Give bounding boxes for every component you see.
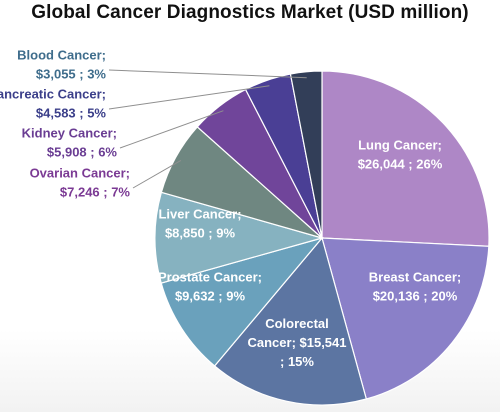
leader-line-kidney-cancer: [119, 110, 224, 149]
leader-line-blood-cancer: [108, 69, 307, 79]
slice-label-blood-cancer: Blood Cancer; $3,055 ; 3%: [17, 48, 106, 82]
slice-label-kidney-cancer: Kidney Cancer; $5,908 ; 6%: [22, 126, 118, 160]
pie-slice-blood-cancer: [289, 70, 323, 239]
slice-label-liver-cancer: Liver Cancer; $8,850 ; 9%: [158, 207, 241, 241]
pie-slice-liver-cancer: [154, 191, 325, 284]
pie-slice-colorectal-cancer: [213, 236, 368, 406]
pie-slice-breast-cancer: [321, 237, 490, 400]
chart-title: Global Cancer Diagnostics Market (USD mi…: [31, 2, 469, 23]
leader-line-pancreatic-cancer: [108, 85, 270, 110]
slice-label-colorectal-cancer: Colorectal Cancer; $15,541; 15%: [247, 316, 346, 369]
slice-label-ovarian-cancer: Ovarian Cancer; $7,246 ; 7%: [30, 166, 131, 200]
slice-label-pancreatic-cancer: Pancreatic Cancer;$4,583 ; 5%: [0, 87, 106, 121]
slice-label-breast-cancer: Breast Cancer; $20,136 ; 20%: [369, 270, 462, 304]
slice-label-lung-cancer: Lung Cancer; $26,044 ; 26%: [358, 138, 443, 172]
slice-label-prostate-cancer: Prostate Cancer; $9,632 ; 9%: [158, 270, 262, 304]
leader-line-ovarian-cancer: [132, 159, 182, 189]
pie-slice-lung-cancer: [321, 70, 490, 247]
pie-slice-prostate-cancer: [160, 236, 324, 367]
